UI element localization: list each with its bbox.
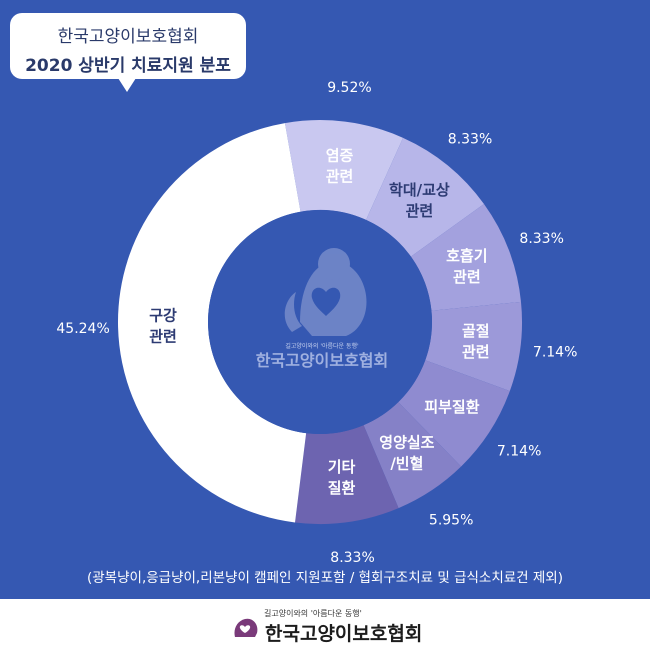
center-org-name: 한국고양이보호협회: [256, 351, 388, 370]
center-brand: 길고양이와의 '아름다운 동행' 한국고양이보호협회: [208, 210, 432, 434]
org-name: 한국고양이보호협회: [57, 27, 199, 47]
pct-label-1: 8.33%: [448, 132, 492, 148]
slice-label-4: 피부질환: [424, 398, 479, 416]
footnote: (광복냥이,응급냥이,리본냥이 캠페인 지원포함 / 협회구조치료 및 급식소치…: [87, 570, 563, 586]
slice-label-line: 호흡기: [446, 247, 487, 265]
pct-label-4: 7.14%: [497, 443, 541, 459]
slice-label-line: /빈혈: [390, 454, 423, 472]
slice-label-line: 관련: [149, 327, 177, 345]
slice-label-5: 영양실조/빈혈: [379, 433, 434, 472]
slice-label-line: 구강: [149, 306, 177, 324]
slice-label-line: 관련: [326, 168, 354, 186]
slice-3: [425, 301, 522, 392]
slice-6: [295, 425, 399, 524]
title-bubble: 한국고양이보호협회 2020 상반기 치료지원 분포: [10, 13, 246, 79]
slice-label-line: 기타: [328, 458, 356, 476]
center-tagline: 길고양이와의 '아름다운 동행': [285, 342, 359, 350]
slice-0: [284, 119, 404, 220]
footer-bar: 길고양이와의 '아름다운 동행' 한국고양이보호협회: [0, 599, 650, 650]
slice-2: [410, 204, 521, 311]
slice-5: [363, 402, 462, 509]
footer-tagline: 길고양이와의 '아름다운 동행': [264, 609, 362, 618]
slice-label-line: 영양실조: [379, 433, 434, 451]
bubble-tail: [118, 78, 136, 92]
cat-heart-logo: [284, 248, 367, 336]
slice-7: [117, 123, 307, 523]
slice-label-line: 관련: [462, 343, 490, 361]
pct-label-5: 5.95%: [429, 512, 473, 528]
slice-label-line: 피부질환: [424, 398, 479, 416]
chart-title: 2020 상반기 치료지원 분포: [25, 56, 231, 76]
pct-label-3: 7.14%: [533, 344, 577, 360]
slice-label-line: 질환: [328, 479, 356, 497]
slice-label-line: 학대/교상: [389, 181, 450, 199]
footer-org-name: 한국고양이보호협회: [265, 623, 423, 645]
slice-label-line: 염증: [326, 147, 354, 165]
slice-label-line: 골절: [462, 322, 490, 340]
slice-1: [366, 137, 484, 257]
slice-label-line: 관련: [406, 202, 434, 220]
cat-heart-icon: [234, 618, 258, 637]
pct-label-7: 45.24%: [56, 321, 109, 337]
pct-label-2: 8.33%: [519, 231, 563, 247]
slice-label-line: 관련: [453, 268, 481, 286]
pct-label-6: 8.33%: [330, 550, 374, 566]
slice-4: [398, 360, 510, 467]
pct-label-0: 9.52%: [327, 80, 371, 96]
